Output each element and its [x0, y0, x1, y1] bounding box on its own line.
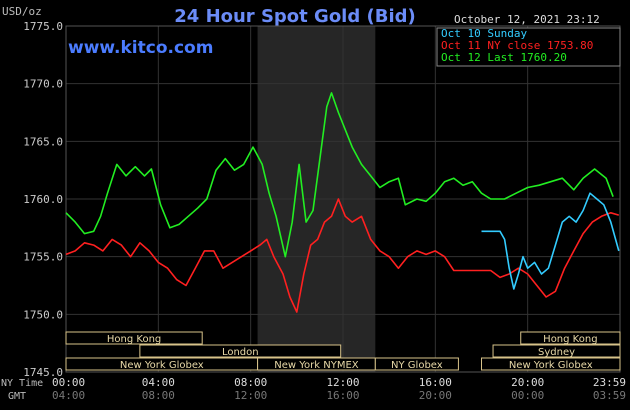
session-box — [520, 331, 621, 345]
x-tick-label: 04:00 — [52, 389, 85, 402]
x-row-label-ny: NY Time — [1, 378, 43, 389]
x-tick-label: 12:00 — [326, 376, 359, 389]
website-label: www.kitco.com — [68, 38, 213, 58]
price-lines — [65, 92, 620, 313]
session-box — [65, 331, 203, 345]
session-box — [492, 344, 621, 358]
session-label: Sydney — [538, 347, 575, 358]
legend-box — [436, 27, 621, 67]
x-tick-label: 20:00 — [419, 389, 452, 402]
x-tick-label: 00:00 — [52, 376, 85, 389]
x-tick-label: 20:00 — [511, 376, 544, 389]
x-tick-label: 23:59 — [593, 376, 626, 389]
y-tick-label: 1775.0 — [23, 20, 63, 33]
y-tick-label: 1770.0 — [23, 78, 63, 91]
series-line — [481, 192, 620, 290]
market-sessions: Hong Kong London New York Globex New York N… — [65, 331, 621, 371]
session-box — [139, 344, 342, 358]
session-label: London — [222, 347, 259, 358]
chart-title: 24 Hour Spot Gold (Bid) — [174, 6, 415, 27]
legend-label-oct10: Oct 10 Sunday — [441, 27, 527, 40]
x-tick-label: 16:00 — [419, 376, 452, 389]
legend-item-oct12: Oct 12 Last 1760.20 — [441, 51, 567, 64]
y-tick-label: 1745.0 — [23, 366, 63, 379]
session-label: NY Globex — [391, 360, 443, 371]
y-tick-label: 1755.0 — [23, 251, 63, 264]
x-row-label-gmt: GMT — [8, 391, 26, 402]
y-axis-labels: 1775.0 1770.0 1765.0 1760.0 1755.0 1750.0 1745… — [23, 20, 63, 379]
y-tick-label: 1760.0 — [23, 193, 63, 206]
x-tick-label: 00:00 — [511, 389, 544, 402]
session-label: Hong Kong — [107, 334, 161, 345]
x-tick-label: 12:00 — [234, 389, 267, 402]
legend-item-oct10: Oct 10 Sunday — [441, 27, 527, 40]
x-tick-label: 03:59 — [593, 389, 626, 402]
series-line — [65, 198, 620, 313]
legend-label-oct11: Oct 11 NY close 1753.80 — [441, 39, 593, 52]
date-label: October 12, 2021 23:12 — [454, 13, 600, 26]
session-box — [481, 357, 621, 371]
y-unit-label: USD/oz — [2, 5, 42, 18]
session-label: New York Globex — [120, 360, 204, 371]
x-tick-label: 16:00 — [326, 389, 359, 402]
x-axis-labels: 00:00 04:00 08:00 12:00 16:00 20:00 23:5904:00… — [52, 376, 626, 402]
y-tick-label: 1750.0 — [23, 308, 63, 321]
session-label: New York Globex — [509, 360, 593, 371]
chart-grid — [65, 25, 621, 373]
x-tick-label: 08:00 — [142, 389, 175, 402]
x-tick-label: 04:00 — [142, 376, 175, 389]
x-tick-label: 08:00 — [234, 376, 267, 389]
session-box — [374, 357, 459, 371]
y-tick-label: 1765.0 — [23, 135, 63, 148]
legend-item-oct11: Oct 11 NY close 1753.80 — [441, 39, 593, 52]
session-label: New York NYMEX — [274, 360, 359, 371]
legend-label-oct12: Oct 12 Last 1760.20 — [441, 51, 567, 64]
series-line — [65, 92, 614, 258]
session-label: Hong Kong — [543, 334, 597, 345]
plot-frame — [65, 25, 621, 373]
